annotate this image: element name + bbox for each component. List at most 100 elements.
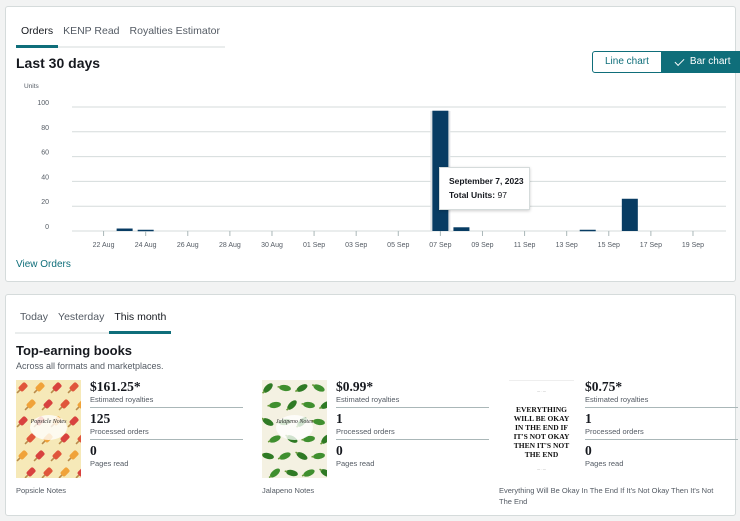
y-tick-label: 80 (41, 125, 49, 132)
x-tick-label: 03 Sep (345, 242, 367, 249)
book-cover-jalapeno-notes[interactable]: Jalapeno Notes (262, 380, 327, 478)
top-earning-books-card: Today Yesterday This month Top-earning b… (5, 294, 738, 516)
popsicle-icon (67, 450, 79, 462)
book-cover-everything-will-be-okay[interactable]: — · — EVERYTHING WILL BE OKAY IN THE END… (509, 380, 574, 478)
popsicle-icon (24, 433, 36, 445)
popsicle-icon (58, 399, 70, 411)
jalapeno-icon (277, 452, 291, 460)
book-metrics: $0.99* Estimated royalties 1 Processed ord… (336, 380, 489, 476)
jalapeno-icon (301, 401, 315, 409)
orders-label: Processed orders (585, 427, 644, 436)
royalties-label: Estimated royalties (90, 395, 154, 404)
x-tick-label: 07 Sep (429, 242, 451, 249)
jalapeno-icon (311, 384, 325, 392)
y-tick-label: 100 (37, 100, 49, 107)
popsicle-icon (75, 467, 81, 478)
bar (621, 198, 638, 231)
tooltip-date: September 7, 2023 (449, 176, 524, 186)
tab-this-month[interactable]: This month (109, 307, 172, 334)
x-tick-label: 13 Sep (556, 242, 578, 249)
book-title[interactable]: Everything Will Be Okay In The End If It… (499, 486, 714, 506)
y-tick-label: 60 (41, 150, 49, 157)
tooltip-value: 97 (497, 190, 507, 200)
orders-chart-card: Orders KENP Read Royalties Estimator Las… (5, 6, 740, 282)
popsicle-icon (67, 382, 79, 394)
jalapeno-icon (295, 451, 308, 460)
book-title[interactable]: Popsicle Notes (16, 486, 67, 495)
orders-value: 1 (585, 411, 592, 426)
y-tick-label: 20 (41, 199, 49, 206)
jalapeno-icon (318, 401, 327, 410)
popsicle-icon (50, 450, 62, 462)
royalties-value: $0.75* (585, 379, 623, 394)
jalapeno-icon (301, 469, 315, 477)
popsicle-icon (67, 416, 79, 428)
popsicle-icon (16, 382, 28, 394)
book-title[interactable]: Jalapeno Notes (262, 486, 315, 495)
x-tick-label: 24 Aug (135, 242, 157, 249)
jalapeno-icon (277, 384, 291, 392)
orders-bar-chart: Units 0 20 40 60 80 100 22 Aug 24 Aug 26 Aug 28 Au… (24, 83, 726, 249)
jalapeno-icon (267, 435, 281, 443)
royalties-value: $0.99* (336, 379, 374, 394)
cover-title-jalapeno: Jalapeno Notes (275, 419, 314, 425)
jalapeno-icon (301, 435, 315, 443)
tab-royalties-estimator[interactable]: Royalties Estimator (124, 21, 225, 48)
popsicle-icon (75, 399, 81, 411)
view-orders-link[interactable]: View Orders (16, 259, 71, 270)
tab-yesterday[interactable]: Yesterday (53, 307, 110, 334)
y-tick-label: 0 (45, 224, 49, 231)
bar (579, 229, 596, 232)
x-tick-label: 17 Sep (640, 242, 662, 249)
books-title: Top-earning books (16, 343, 133, 358)
popsicle-icon (16, 450, 28, 462)
popsicle-icon (33, 382, 45, 394)
jalapeno-icon (311, 452, 325, 460)
cover-title-everything: EVERYTHING WILL BE OKAY IN THE END IF IT… (513, 405, 570, 459)
jalapeno-icon (267, 401, 281, 409)
pages-label: Pages read (336, 459, 375, 468)
popsicle-icon (24, 467, 36, 478)
popsicle-icon (41, 467, 53, 478)
x-tick-label: 19 Sep (682, 242, 704, 249)
jalapeno-icon (285, 400, 297, 411)
orders-value: 125 (90, 411, 111, 426)
bar (137, 229, 154, 232)
pages-value: 0 (90, 443, 97, 458)
x-tick-label: 01 Sep (303, 242, 325, 249)
x-tick-label: 30 Aug (261, 242, 283, 249)
x-tick-label: 05 Sep (387, 242, 409, 249)
cover-title-popsicle: Popsicle Notes (30, 419, 67, 425)
x-tick-label: 28 Aug (219, 242, 241, 249)
x-tick-label: 09 Sep (471, 242, 493, 249)
popsicle-icon (75, 433, 81, 445)
orders-label: Processed orders (90, 427, 149, 436)
chart-title: Last 30 days (16, 55, 101, 71)
tab-orders[interactable]: Orders (16, 21, 59, 48)
jalapeno-icon (319, 434, 327, 445)
pages-value: 0 (585, 443, 592, 458)
popsicle-icon (58, 467, 70, 478)
line-chart-button[interactable]: Line chart (592, 51, 662, 73)
book-metrics: $0.75* Estimated royalties 1 Processed ord… (585, 380, 738, 476)
popsicle-icon (16, 416, 28, 428)
bar-chart-button[interactable]: Bar chart (661, 51, 740, 73)
jalapeno-icon (319, 468, 327, 477)
jalapeno-icon (262, 417, 274, 426)
book-cover-popsicle-notes[interactable]: Popsicle Notes (16, 380, 81, 478)
period-tabs: Today Yesterday This month (15, 307, 172, 334)
jalapeno-icon (284, 469, 298, 477)
popsicle-icon (58, 433, 70, 445)
orders-label: Processed orders (336, 427, 395, 436)
bar-chart-label: Bar chart (689, 56, 731, 67)
jalapeno-icon (311, 418, 325, 426)
tab-today[interactable]: Today (15, 307, 54, 334)
popsicle-icon (50, 382, 62, 394)
jalapeno-icon (262, 383, 273, 394)
jalapeno-icon (262, 452, 274, 460)
chart-tabs: Orders KENP Read Royalties Estimator (16, 21, 225, 48)
pages-value: 0 (336, 443, 343, 458)
tab-kenp-read[interactable]: KENP Read (58, 21, 125, 48)
book-metrics: $161.25* Estimated royalties 125 Processed… (90, 380, 243, 476)
x-tick-label: 11 Sep (514, 242, 536, 249)
